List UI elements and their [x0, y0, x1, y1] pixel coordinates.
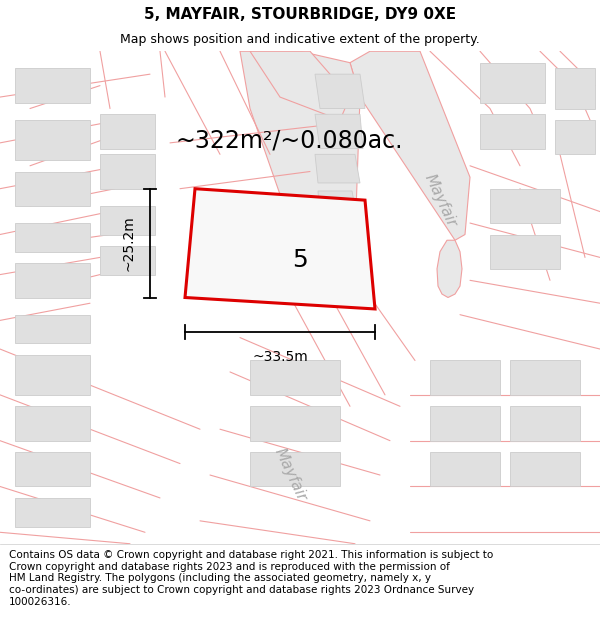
Polygon shape [15, 355, 90, 395]
Polygon shape [15, 452, 90, 486]
Polygon shape [15, 171, 90, 206]
Polygon shape [15, 120, 90, 160]
Polygon shape [250, 406, 340, 441]
Text: Map shows position and indicative extent of the property.: Map shows position and indicative extent… [120, 34, 480, 46]
Polygon shape [315, 154, 360, 183]
Polygon shape [437, 240, 462, 298]
Text: 5: 5 [292, 248, 308, 272]
Text: ~322m²/~0.080ac.: ~322m²/~0.080ac. [175, 129, 403, 152]
Text: 5, MAYFAIR, STOURBRIDGE, DY9 0XE: 5, MAYFAIR, STOURBRIDGE, DY9 0XE [144, 7, 456, 22]
Polygon shape [100, 206, 155, 234]
Polygon shape [15, 406, 90, 441]
Polygon shape [100, 114, 155, 149]
Polygon shape [15, 263, 90, 298]
Polygon shape [15, 68, 90, 102]
Polygon shape [315, 74, 365, 109]
Text: Mayfair: Mayfair [271, 446, 309, 504]
Polygon shape [250, 51, 350, 120]
Text: ~33.5m: ~33.5m [252, 350, 308, 364]
Polygon shape [185, 189, 375, 309]
Polygon shape [250, 452, 340, 486]
Polygon shape [480, 114, 545, 149]
Polygon shape [490, 234, 560, 269]
Text: ~25.2m: ~25.2m [121, 215, 135, 271]
Polygon shape [250, 361, 340, 395]
Polygon shape [555, 68, 595, 109]
Polygon shape [350, 51, 470, 240]
Polygon shape [490, 189, 560, 223]
Polygon shape [510, 406, 580, 441]
Text: Contains OS data © Crown copyright and database right 2021. This information is : Contains OS data © Crown copyright and d… [9, 550, 493, 607]
Polygon shape [15, 498, 90, 527]
Polygon shape [430, 452, 500, 486]
Polygon shape [100, 154, 155, 189]
Polygon shape [510, 361, 580, 395]
Polygon shape [510, 452, 580, 486]
Polygon shape [430, 406, 500, 441]
Polygon shape [15, 223, 90, 252]
Polygon shape [480, 62, 545, 102]
Polygon shape [555, 120, 595, 154]
Polygon shape [318, 191, 358, 223]
Polygon shape [315, 114, 363, 149]
Polygon shape [430, 361, 500, 395]
Text: Mayfair: Mayfair [421, 171, 459, 229]
Polygon shape [100, 246, 155, 274]
Polygon shape [15, 314, 90, 343]
Polygon shape [240, 51, 360, 258]
